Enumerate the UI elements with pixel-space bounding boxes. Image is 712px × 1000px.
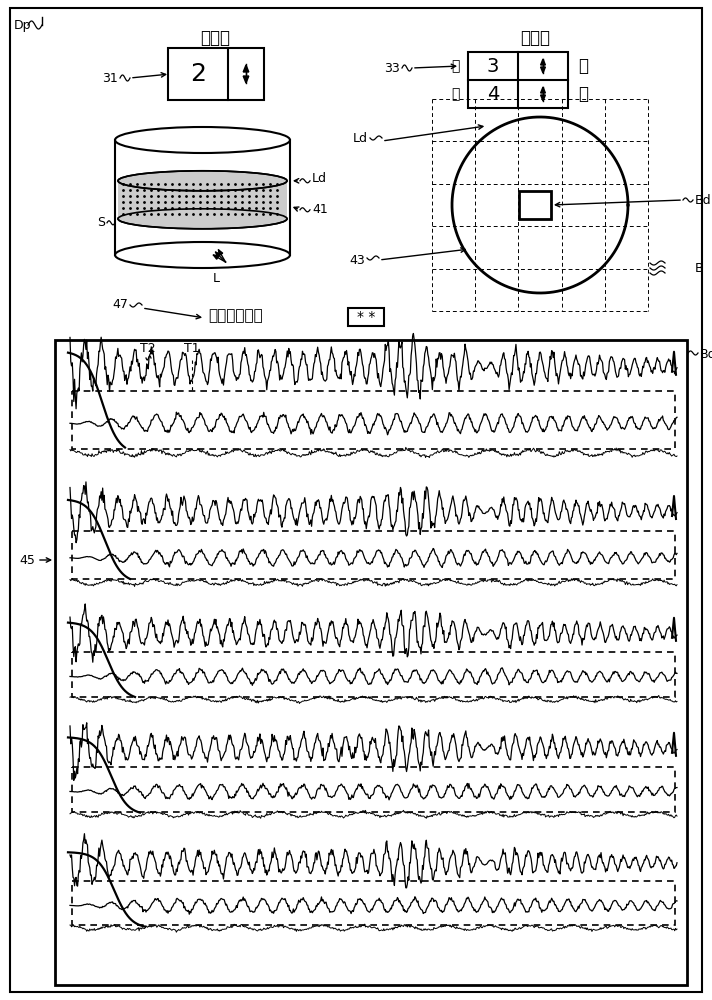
Polygon shape: [540, 67, 545, 73]
Polygon shape: [219, 250, 223, 255]
Text: B: B: [695, 261, 703, 274]
Bar: [72, 767, 675, 812]
Bar: [72, 391, 675, 449]
Text: 41: 41: [312, 203, 328, 216]
Text: 4: 4: [487, 85, 499, 104]
Text: 33: 33: [384, 62, 400, 75]
Text: L: L: [212, 272, 219, 285]
Text: S: S: [97, 216, 105, 229]
Bar: [168, 48, 264, 100]
Text: 实际坐标偏差: 实际坐标偏差: [208, 308, 263, 324]
Bar: [519, 191, 551, 219]
Text: 显示层: 显示层: [200, 29, 230, 47]
Bar: [468, 52, 568, 108]
Bar: [55, 340, 687, 985]
Text: Ld: Ld: [312, 172, 327, 185]
Ellipse shape: [118, 209, 287, 229]
Polygon shape: [540, 59, 545, 65]
Ellipse shape: [118, 171, 287, 191]
Text: 47: 47: [112, 298, 128, 312]
Polygon shape: [244, 76, 248, 83]
Bar: [72, 652, 675, 697]
Text: 列: 列: [578, 85, 588, 103]
Text: 第: 第: [451, 87, 460, 101]
Text: Dp: Dp: [14, 18, 31, 31]
Polygon shape: [540, 87, 545, 93]
Text: 行: 行: [578, 57, 588, 75]
Text: 45: 45: [19, 554, 35, 566]
Text: * *: * *: [357, 310, 375, 324]
Text: 31: 31: [103, 72, 118, 85]
Text: T2: T2: [140, 342, 156, 355]
Polygon shape: [244, 65, 248, 72]
Text: Bd: Bd: [695, 194, 711, 207]
Bar: [72, 881, 675, 925]
Text: 43: 43: [350, 253, 365, 266]
Text: T1: T1: [184, 342, 200, 355]
Polygon shape: [540, 95, 545, 101]
Text: Bd: Bd: [700, 349, 712, 361]
Bar: [118, 181, 287, 219]
Text: Ld: Ld: [353, 131, 368, 144]
Polygon shape: [216, 252, 221, 257]
Text: 显示块: 显示块: [520, 29, 550, 47]
Text: 第: 第: [451, 59, 460, 73]
Polygon shape: [214, 255, 219, 259]
Text: 3: 3: [487, 56, 499, 76]
Bar: [72, 531, 675, 579]
Bar: [348, 308, 384, 326]
Text: 2: 2: [190, 62, 206, 86]
